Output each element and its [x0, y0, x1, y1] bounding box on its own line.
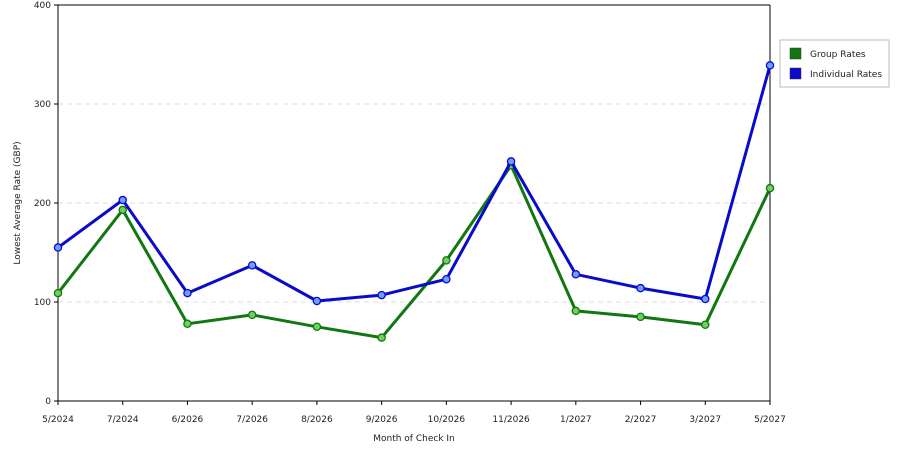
data-point[interactable] — [571, 270, 581, 279]
x-axis-title: Month of Check In — [373, 434, 455, 444]
data-point[interactable] — [183, 288, 192, 298]
y-tick-label: 300 — [34, 100, 51, 110]
y-tick-label: 400 — [34, 1, 51, 11]
x-tick-label: 7/2026 — [236, 415, 268, 425]
legend-swatch — [789, 47, 802, 60]
data-point[interactable] — [701, 294, 710, 304]
legend-label: Group Rates — [810, 50, 866, 60]
data-point[interactable] — [118, 195, 127, 205]
data-point[interactable] — [506, 157, 516, 166]
data-point[interactable] — [247, 261, 257, 270]
y-ticks: 0 100 200 300 400 — [34, 1, 58, 407]
data-point[interactable] — [571, 306, 581, 316]
data-point[interactable] — [53, 243, 63, 252]
x-tick-label: 7/2024 — [107, 415, 139, 425]
x-tick-label: 5/2027 — [754, 415, 786, 425]
y-tick-label: 100 — [34, 298, 51, 308]
data-point[interactable] — [765, 61, 775, 70]
x-tick-label: 2/2027 — [625, 415, 657, 425]
x-tick-label: 6/2026 — [172, 415, 204, 425]
data-point[interactable] — [118, 205, 127, 215]
data-point[interactable] — [701, 320, 710, 330]
data-point[interactable] — [636, 283, 645, 293]
x-ticks: 5/2024 7/2024 6/2026 7/2026 8/2026 9/2026 10/2… — [42, 401, 786, 425]
series-individual-rates — [53, 61, 775, 306]
x-tick-label: 5/2024 — [42, 415, 74, 425]
x-tick-label: 3/2027 — [689, 415, 721, 425]
data-point[interactable] — [183, 319, 192, 329]
data-point[interactable] — [247, 310, 257, 320]
series-line — [56, 163, 772, 340]
x-tick-label: 8/2026 — [301, 415, 333, 425]
data-point[interactable] — [312, 322, 322, 331]
legend-swatch — [789, 67, 802, 80]
data-point[interactable] — [442, 256, 451, 265]
data-point[interactable] — [312, 296, 322, 306]
y-axis-title: Lowest Average Rate (GBP) — [13, 141, 23, 264]
x-tick-label: 10/2026 — [428, 415, 466, 425]
legend-label: Individual Rates — [810, 70, 882, 80]
x-tick-label: 1/2027 — [560, 415, 592, 425]
data-point[interactable] — [53, 288, 63, 298]
data-point[interactable] — [377, 333, 386, 342]
data-point[interactable] — [442, 274, 451, 284]
x-tick-label: 11/2026 — [492, 415, 530, 425]
series — [53, 61, 775, 342]
y-tick-label: 0 — [45, 397, 51, 407]
data-point[interactable] — [377, 290, 386, 300]
series-line — [57, 64, 772, 303]
legend: Group Rates Individual Rates — [779, 39, 890, 88]
data-point[interactable] — [636, 312, 645, 322]
x-tick-label: 9/2026 — [366, 415, 398, 425]
data-point[interactable] — [765, 183, 775, 193]
y-tick-label: 200 — [34, 199, 51, 209]
